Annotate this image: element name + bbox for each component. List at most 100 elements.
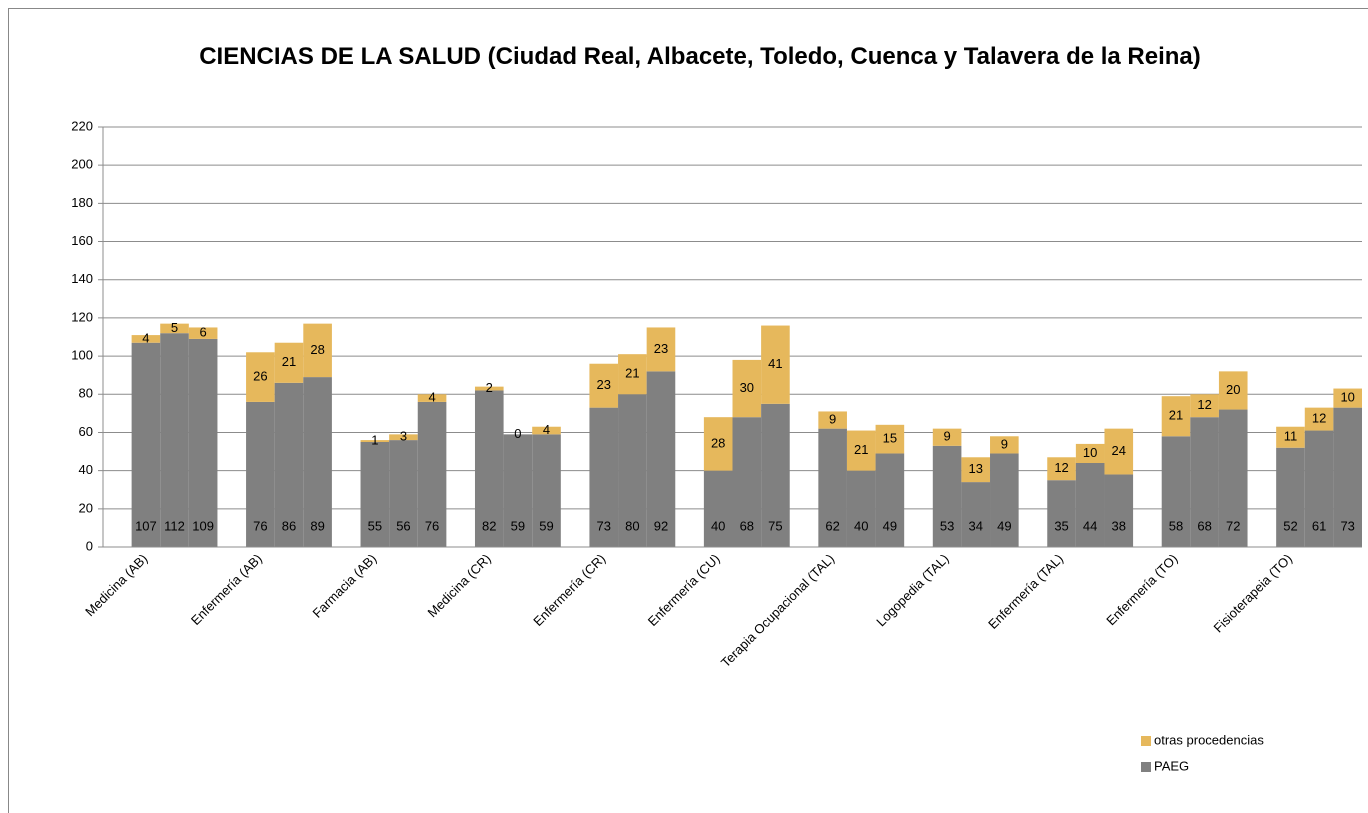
data-label: 20 xyxy=(1226,382,1240,397)
legend-swatch xyxy=(1141,736,1151,746)
data-label: 40 xyxy=(854,518,868,533)
data-label: 58 xyxy=(1169,518,1183,533)
bar-segment xyxy=(618,394,647,547)
data-label: 15 xyxy=(883,431,897,446)
bar-segment xyxy=(131,335,161,343)
bar-segment xyxy=(932,445,962,547)
data-label: 11 xyxy=(1284,429,1298,444)
data-label: 10 xyxy=(1083,445,1097,460)
data-label: 30 xyxy=(740,380,754,395)
data-label: 1 xyxy=(371,432,378,447)
data-label: 3 xyxy=(400,429,407,444)
data-label: 109 xyxy=(192,518,214,533)
y-tick-label: 80 xyxy=(79,386,93,401)
x-tick-label: Logopedia (TAL) xyxy=(873,551,951,629)
bar-segment xyxy=(474,386,504,391)
bar-segment xyxy=(589,407,619,547)
x-tick-label: Enfermería (AB) xyxy=(188,551,265,628)
bar-segment xyxy=(1047,480,1076,547)
data-label: 75 xyxy=(768,518,782,533)
data-label: 80 xyxy=(625,518,639,533)
data-label: 86 xyxy=(282,518,296,533)
data-label: 13 xyxy=(968,461,982,476)
data-label: 21 xyxy=(625,366,639,381)
bar-segment xyxy=(1075,443,1105,463)
bar-segment xyxy=(188,338,218,547)
bar-segment xyxy=(646,327,676,372)
data-label: 112 xyxy=(164,518,185,533)
bar-segment xyxy=(1190,394,1219,418)
bar-segment xyxy=(274,382,304,547)
bar-segment xyxy=(303,323,332,378)
data-label: 49 xyxy=(997,518,1011,533)
bar-segment xyxy=(1075,463,1105,547)
y-tick-label: 40 xyxy=(79,462,93,477)
legend-label: otras procedencias xyxy=(1154,732,1264,747)
data-label: 12 xyxy=(1312,411,1326,426)
data-label: 28 xyxy=(711,435,725,450)
bar-segment xyxy=(503,434,533,547)
data-label: 72 xyxy=(1226,518,1240,533)
bar-segment xyxy=(1276,447,1305,547)
bar-segment xyxy=(846,430,876,471)
x-tick-label: Medicina (CR) xyxy=(424,551,493,620)
data-label: 9 xyxy=(1001,436,1008,451)
bar-segment xyxy=(703,470,733,547)
data-label: 34 xyxy=(968,518,982,533)
data-label: 21 xyxy=(854,442,868,457)
bar-segment xyxy=(1161,436,1191,547)
bar-segment xyxy=(1047,457,1076,481)
bar-segment xyxy=(1333,407,1362,547)
x-tick-label: Terapia Ocupacional (TAL) xyxy=(718,551,837,670)
data-label: 61 xyxy=(1312,518,1326,533)
bar-segment xyxy=(1104,428,1134,475)
y-tick-label: 120 xyxy=(71,309,93,324)
data-label: 53 xyxy=(940,518,954,533)
data-label: 49 xyxy=(883,518,897,533)
data-label: 73 xyxy=(1340,518,1354,533)
bar-segment xyxy=(961,457,991,483)
data-label: 41 xyxy=(768,356,782,371)
bar-segment xyxy=(417,401,447,547)
bar-segment xyxy=(646,371,676,547)
bar-segment xyxy=(761,403,790,547)
bar-segment xyxy=(1218,409,1248,547)
bar-segment xyxy=(160,323,189,334)
bar-segment xyxy=(990,436,1019,454)
bar-segment xyxy=(389,434,418,441)
bar-segment xyxy=(188,327,218,339)
data-label: 21 xyxy=(282,354,296,369)
data-label: 76 xyxy=(425,518,439,533)
bar-segment xyxy=(732,359,762,418)
bar-segment xyxy=(303,377,332,547)
x-tick-label: Fisioterapeia (TO) xyxy=(1211,551,1296,636)
data-label: 59 xyxy=(511,518,525,533)
bar-segment xyxy=(360,442,390,547)
data-label: 28 xyxy=(310,342,324,357)
data-label: 73 xyxy=(597,518,611,533)
bar-segment xyxy=(1218,371,1248,410)
bar-segment xyxy=(589,363,619,408)
bar-segment xyxy=(389,440,418,547)
bar-segment xyxy=(1304,407,1334,431)
bar-segment xyxy=(160,333,189,547)
bar-segment xyxy=(761,325,790,404)
x-tick-label: Enfermería (CR) xyxy=(530,551,608,629)
data-label: 38 xyxy=(1112,518,1126,533)
data-label: 44 xyxy=(1083,518,1097,533)
bar-segment xyxy=(274,342,304,383)
data-label: 62 xyxy=(825,518,839,533)
x-tick-label: Farmacia (AB) xyxy=(310,551,380,621)
data-label: 92 xyxy=(654,518,668,533)
y-tick-label: 60 xyxy=(79,424,93,439)
bar-segment xyxy=(474,390,504,547)
y-tick-label: 220 xyxy=(71,118,93,133)
bar-segment xyxy=(1304,430,1334,547)
bar-segment xyxy=(961,482,991,547)
data-label: 10 xyxy=(1340,390,1354,405)
data-label: 35 xyxy=(1054,518,1068,533)
data-label: 0 xyxy=(514,426,521,441)
y-tick-label: 0 xyxy=(86,538,93,553)
bar-segment xyxy=(1161,396,1191,437)
bar-segment xyxy=(360,440,390,442)
